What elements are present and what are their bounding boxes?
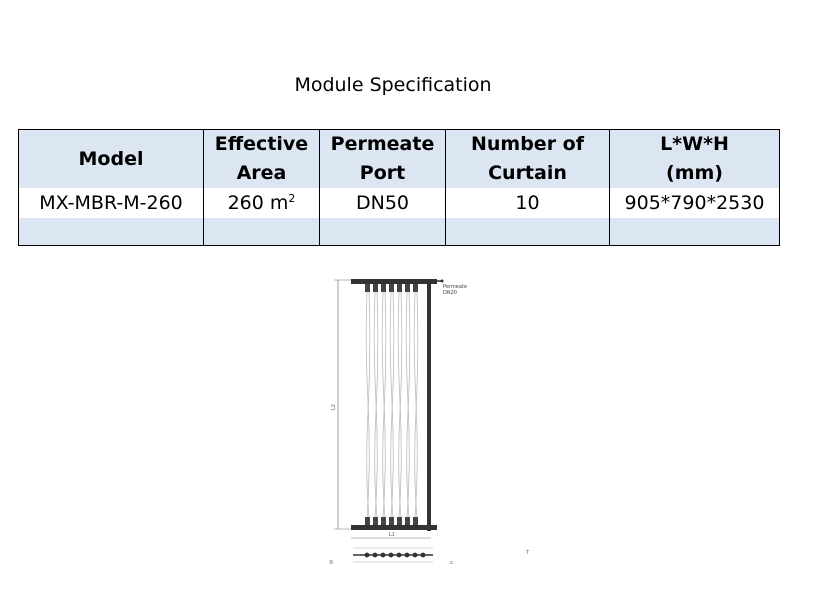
permeate-size-label: DN20: [443, 290, 457, 296]
height-label: L2: [331, 404, 337, 410]
header-number-of-curtain: Number of Curtain: [445, 129, 610, 188]
membrane-curtains: [365, 284, 419, 525]
header-dimensions: L*W*H (mm): [609, 129, 780, 188]
header-permeate-port: Permeate Port: [319, 129, 446, 188]
spec-table: Model Effective Area Permeate Port Number …: [18, 129, 780, 246]
page-title: Module Specification: [294, 74, 492, 96]
cell-model: MX-MBR-M-260: [18, 188, 204, 218]
header-model: Model: [18, 129, 204, 188]
cell-area: 260 m2: [203, 188, 320, 218]
svg-text:W: W: [329, 560, 334, 564]
cell-dims: 905*790*2530: [609, 188, 780, 218]
permeate-label: Permeate: [443, 284, 467, 290]
table-header-row: Model Effective Area Permeate Port Number …: [18, 129, 780, 188]
table-row: MX-MBR-M-260 260 m2 DN50 10 905*790*2530: [18, 188, 780, 218]
cell-curtain: 10: [445, 188, 610, 218]
length-label: L1: [389, 532, 395, 538]
header-effective-area: Effective Area: [203, 129, 320, 188]
bottom-view: W H: [329, 547, 454, 564]
top-header-pipe: [351, 279, 437, 284]
stray-mark: T: [525, 550, 530, 556]
svg-text:H: H: [449, 561, 454, 564]
cell-port: DN50: [319, 188, 446, 218]
module-drawing: L2 Permeate DN20 L1: [329, 279, 530, 564]
table-row-empty: [18, 218, 780, 246]
bottom-header-pipe: [351, 525, 437, 530]
side-frame: [427, 279, 431, 531]
